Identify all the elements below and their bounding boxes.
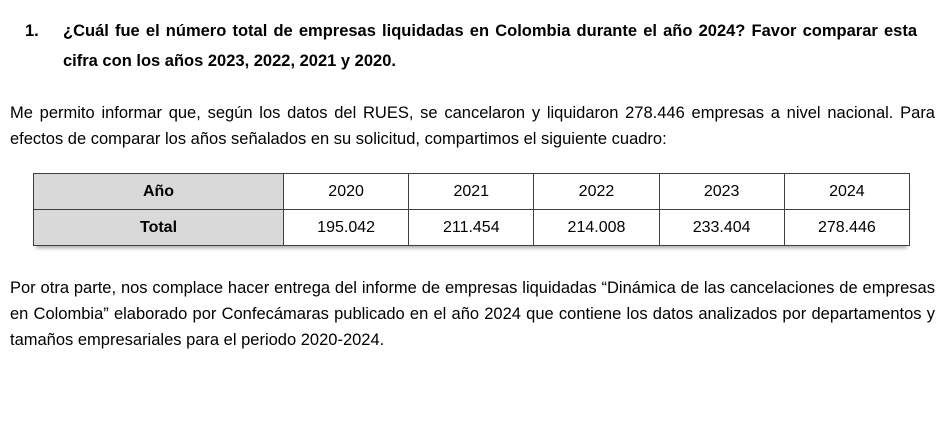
liquidated-companies-table: Año 2020 2021 2022 2023 2024 Total 195.0…: [33, 173, 911, 246]
total-cell: 195.042: [282, 209, 410, 246]
total-row-label: Total: [33, 209, 284, 246]
total-cell: 211.454: [408, 209, 535, 246]
years-header-row: Año 2020 2021 2022 2023 2024: [33, 173, 911, 210]
year-cell: 2020: [282, 173, 410, 210]
total-cell: 233.404: [658, 209, 785, 246]
year-cell: 2024: [783, 173, 911, 210]
totals-row: Total 195.042 211.454 214.008 233.404 27…: [33, 209, 911, 246]
year-cell: 2021: [408, 173, 535, 210]
closing-paragraph: Por otra parte, nos complace hacer entre…: [10, 279, 935, 349]
question-text: ¿Cuál fue el número total de empresas li…: [63, 22, 917, 70]
question-heading: 1. ¿Cuál fue el número total de empresas…: [10, 16, 935, 76]
total-cell: 214.008: [533, 209, 660, 246]
intro-paragraph: Me permito informar que, según los datos…: [10, 104, 935, 148]
year-row-label: Año: [33, 173, 284, 210]
year-cell: 2023: [658, 173, 785, 210]
question-number: 1.: [25, 22, 39, 40]
total-cell: 278.446: [783, 209, 911, 246]
year-cell: 2022: [533, 173, 660, 210]
